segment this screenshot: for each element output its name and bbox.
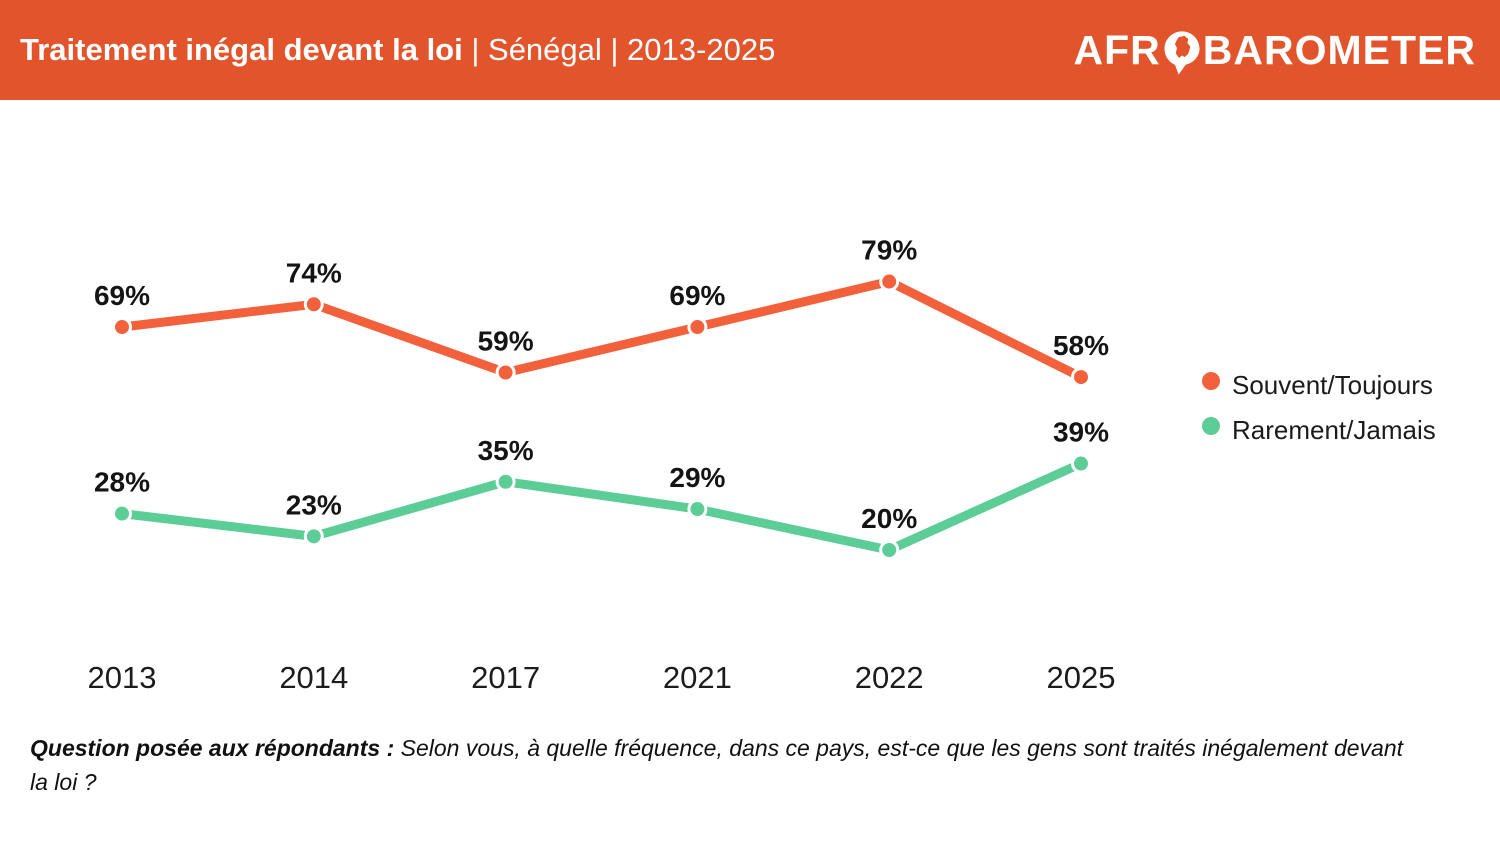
data-label-rarement-jamais-2021: 29%	[669, 462, 725, 493]
africa-speech-bubble-icon	[1164, 31, 1200, 75]
data-point-rarement-jamais-2022	[879, 540, 900, 560]
page-title-sub: | Sénégal | 2013-2025	[462, 32, 776, 67]
page-title-main: Traitement inégal devant la loi	[20, 32, 463, 67]
data-point-rarement-jamais-2025	[1071, 453, 1091, 474]
x-tick-label-2014: 2014	[279, 660, 348, 695]
data-point-souvent-toujours-2022	[879, 271, 900, 292]
data-point-souvent-toujours-2013	[112, 317, 132, 338]
question-label: Question posée aux répondants :	[30, 735, 395, 761]
data-label-rarement-jamais-2025: 39%	[1053, 417, 1109, 448]
x-tick-label-2013: 2013	[88, 660, 157, 695]
logo-text-left: AFR	[1073, 26, 1161, 73]
data-point-rarement-jamais-2017	[495, 471, 516, 492]
header-bar: Traitement inégal devant la loi | Sénéga…	[0, 0, 1500, 100]
legend-label: Souvent/Toujours	[1232, 369, 1433, 400]
data-point-rarement-jamais-2014	[303, 526, 324, 547]
line-series-souvent-toujours	[117, 277, 1086, 382]
data-point-souvent-toujours-2014	[303, 294, 324, 315]
data-point-souvent-toujours-2025	[1071, 367, 1091, 388]
data-label-souvent-toujours-2025: 58%	[1053, 330, 1109, 361]
page-title: Traitement inégal devant la loi | Sénéga…	[20, 32, 775, 68]
legend-item-souvent-toujours: Souvent/Toujours	[1202, 369, 1436, 401]
afrobarometer-logo: AFR BAROMETER	[1073, 26, 1476, 75]
question-text: Selon vous, à quelle fréquence, dans ce …	[30, 735, 1404, 795]
legend-dot-orange-icon	[1202, 372, 1220, 390]
x-tick-label-2017: 2017	[471, 660, 540, 695]
data-label-souvent-toujours-2017: 59%	[478, 326, 534, 357]
data-label-souvent-toujours-2013: 69%	[94, 280, 150, 311]
data-point-souvent-toujours-2021	[687, 317, 708, 338]
legend-item-rarement-jamais: Rarement/Jamais	[1202, 414, 1436, 446]
legend-label: Rarement/Jamais	[1232, 414, 1436, 445]
chart-legend: Souvent/Toujours Rarement/Jamais	[1202, 369, 1436, 446]
data-label-rarement-jamais-2014: 23%	[286, 489, 342, 520]
x-tick-label-2025: 2025	[1047, 660, 1116, 695]
data-point-rarement-jamais-2021	[687, 499, 708, 520]
x-tick-label-2021: 2021	[663, 660, 732, 695]
data-label-rarement-jamais-2017: 35%	[478, 435, 534, 466]
survey-question: Question posée aux répondants : Selon vo…	[30, 731, 1410, 799]
data-label-souvent-toujours-2021: 69%	[669, 280, 725, 311]
data-label-souvent-toujours-2014: 74%	[286, 257, 342, 288]
legend-dot-green-icon	[1202, 417, 1220, 435]
x-tick-label-2022: 2022	[855, 660, 924, 695]
logo-text-right: BAROMETER	[1202, 26, 1476, 73]
data-point-souvent-toujours-2017	[495, 362, 516, 383]
data-label-rarement-jamais-2013: 28%	[94, 467, 150, 498]
data-point-rarement-jamais-2013	[112, 503, 132, 524]
line-series-rarement-jamais	[117, 459, 1086, 555]
data-label-souvent-toujours-2022: 79%	[861, 235, 917, 266]
data-label-rarement-jamais-2022: 20%	[861, 503, 917, 534]
